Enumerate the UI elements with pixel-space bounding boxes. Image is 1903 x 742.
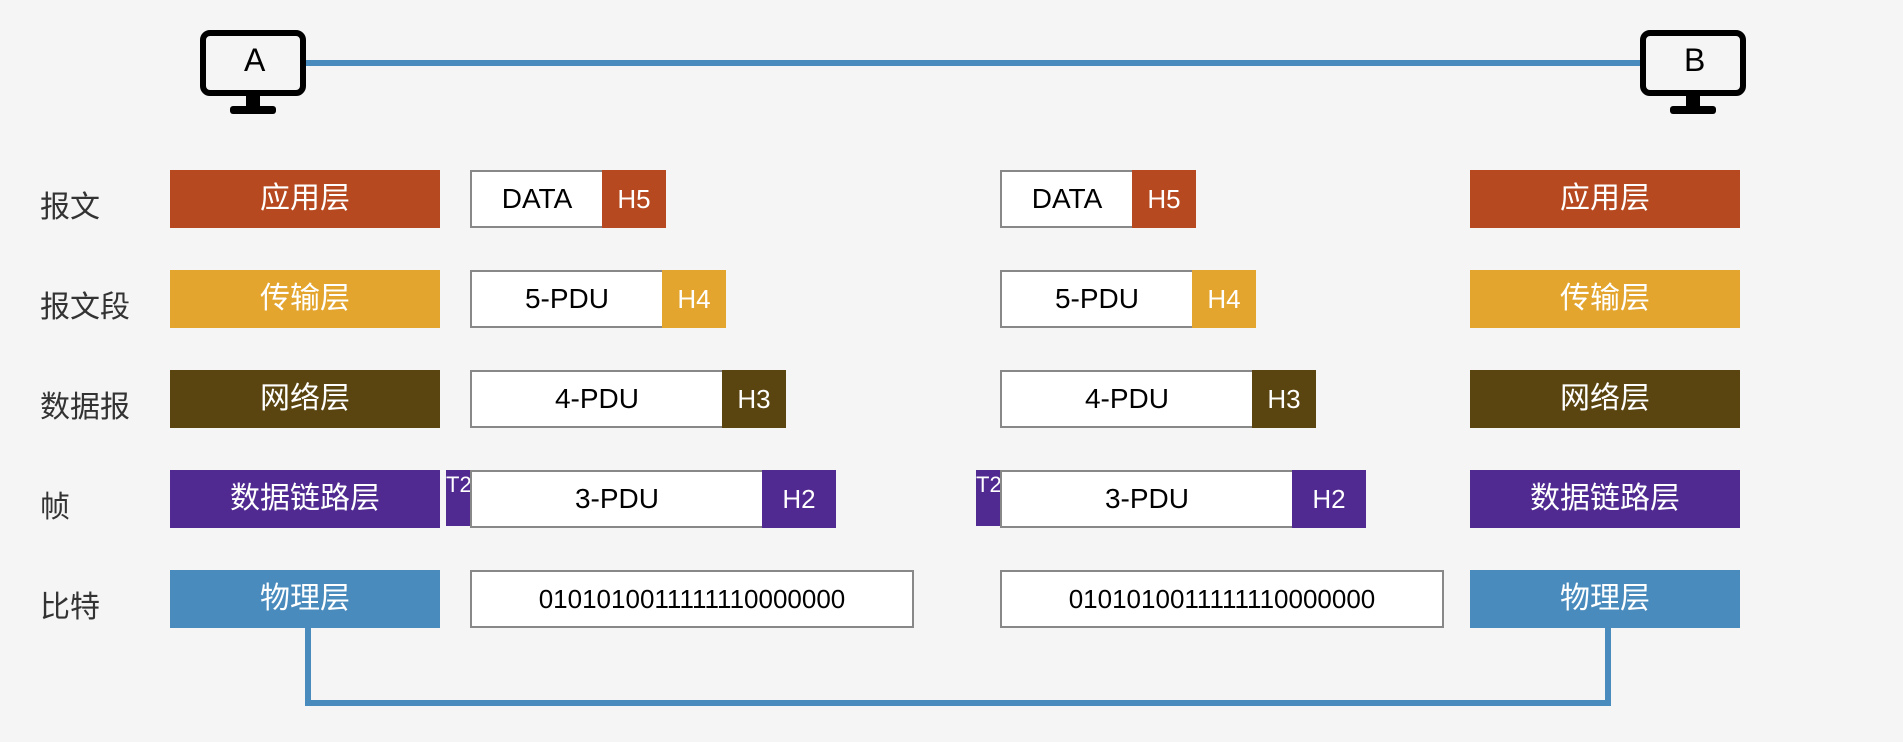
pdu-right-2-header: H3 bbox=[1252, 370, 1316, 428]
layer-left-1: 传输层 bbox=[170, 270, 440, 328]
layer-right-4: 物理层 bbox=[1470, 570, 1740, 628]
row-label-0: 报文 bbox=[40, 182, 100, 226]
layer-left-2: 网络层 bbox=[170, 370, 440, 428]
bottom-connector-right bbox=[1605, 628, 1611, 700]
pdu-left-2-header: H3 bbox=[722, 370, 786, 428]
bottom-connector-left bbox=[305, 628, 311, 700]
host-b-label: B bbox=[1684, 42, 1705, 79]
layer-left-4: 物理层 bbox=[170, 570, 440, 628]
pdu-left-1-header: H4 bbox=[662, 270, 726, 328]
row-label-4: 比特 bbox=[40, 582, 100, 626]
bottom-connector-h bbox=[305, 700, 1611, 706]
layer-right-2: 网络层 bbox=[1470, 370, 1740, 428]
layer-left-0: 应用层 bbox=[170, 170, 440, 228]
pdu-right-3-trailer: T2 bbox=[976, 470, 1000, 526]
layer-right-3: 数据链路层 bbox=[1470, 470, 1740, 528]
pdu-right-0-data: DATA bbox=[1000, 170, 1134, 228]
pdu-left-3-header: H2 bbox=[762, 470, 836, 528]
pdu-right-3-data: 3-PDU bbox=[1000, 470, 1294, 528]
row-label-2: 数据报 bbox=[40, 382, 130, 426]
bits-left: 0101010011111110000000 bbox=[470, 570, 914, 628]
host-a-label: A bbox=[244, 42, 265, 79]
row-label-3: 帧 bbox=[40, 482, 70, 526]
layer-left-3: 数据链路层 bbox=[170, 470, 440, 528]
pdu-left-0-data: DATA bbox=[470, 170, 604, 228]
pdu-left-0-header: H5 bbox=[602, 170, 666, 228]
pdu-right-0-header: H5 bbox=[1132, 170, 1196, 228]
pdu-left-1-data: 5-PDU bbox=[470, 270, 664, 328]
layer-right-1: 传输层 bbox=[1470, 270, 1740, 328]
pdu-right-3-header: H2 bbox=[1292, 470, 1366, 528]
row-label-1: 报文段 bbox=[40, 282, 130, 326]
pdu-left-2-data: 4-PDU bbox=[470, 370, 724, 428]
pdu-left-3-data: 3-PDU bbox=[470, 470, 764, 528]
bits-right: 0101010011111110000000 bbox=[1000, 570, 1444, 628]
layer-right-0: 应用层 bbox=[1470, 170, 1740, 228]
pdu-right-1-data: 5-PDU bbox=[1000, 270, 1194, 328]
pdu-left-3-trailer: T2 bbox=[446, 470, 470, 526]
top-connector bbox=[306, 60, 1640, 66]
pdu-right-2-data: 4-PDU bbox=[1000, 370, 1254, 428]
pdu-right-1-header: H4 bbox=[1192, 270, 1256, 328]
